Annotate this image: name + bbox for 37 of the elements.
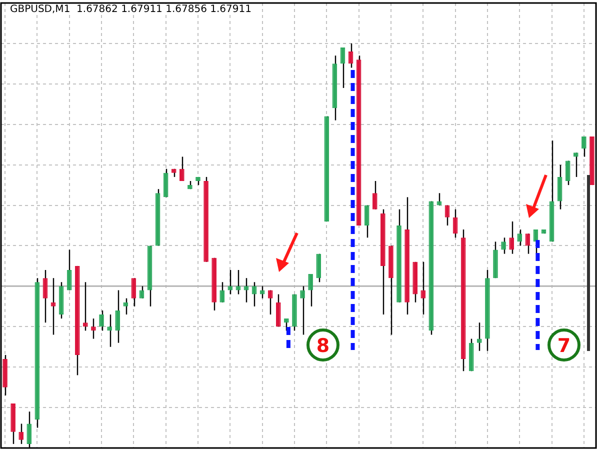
candlestick	[525, 232, 530, 254]
chart-title: GBPUSD,M1 1.67862 1.67911 1.67856 1.67911	[8, 4, 254, 15]
candlestick	[228, 269, 233, 295]
candlestick	[66, 249, 72, 291]
candlestick	[99, 310, 104, 332]
candlestick	[517, 228, 522, 246]
candlestick	[180, 156, 184, 182]
candlestick	[107, 314, 112, 348]
candlestick	[565, 160, 570, 186]
candlestick	[364, 204, 370, 238]
candlestick	[308, 273, 313, 308]
candlestick	[509, 220, 514, 254]
candlestick	[123, 298, 128, 316]
candlestick	[42, 269, 48, 324]
candlestick	[139, 286, 144, 299]
candlestick	[131, 277, 136, 308]
candlestick	[115, 290, 120, 344]
candlestick	[573, 152, 578, 178]
candlestick	[276, 294, 281, 328]
candlestick	[83, 282, 88, 332]
candlestick	[18, 423, 24, 445]
annotation: 8	[316, 335, 330, 357]
candlestick	[284, 318, 289, 332]
candlestick	[420, 261, 426, 316]
candlestick	[372, 180, 378, 210]
candlestick	[582, 136, 586, 158]
candlestick	[260, 286, 265, 299]
candlestick	[300, 286, 305, 336]
annotation: 7	[557, 335, 571, 357]
candlestick	[91, 318, 96, 340]
candlestick	[477, 322, 482, 352]
candlestick	[436, 192, 442, 206]
candlestick	[252, 282, 257, 308]
candlestick	[268, 290, 273, 316]
candlestick	[220, 282, 225, 303]
candlestick	[501, 237, 506, 254]
candlestick	[316, 253, 322, 283]
